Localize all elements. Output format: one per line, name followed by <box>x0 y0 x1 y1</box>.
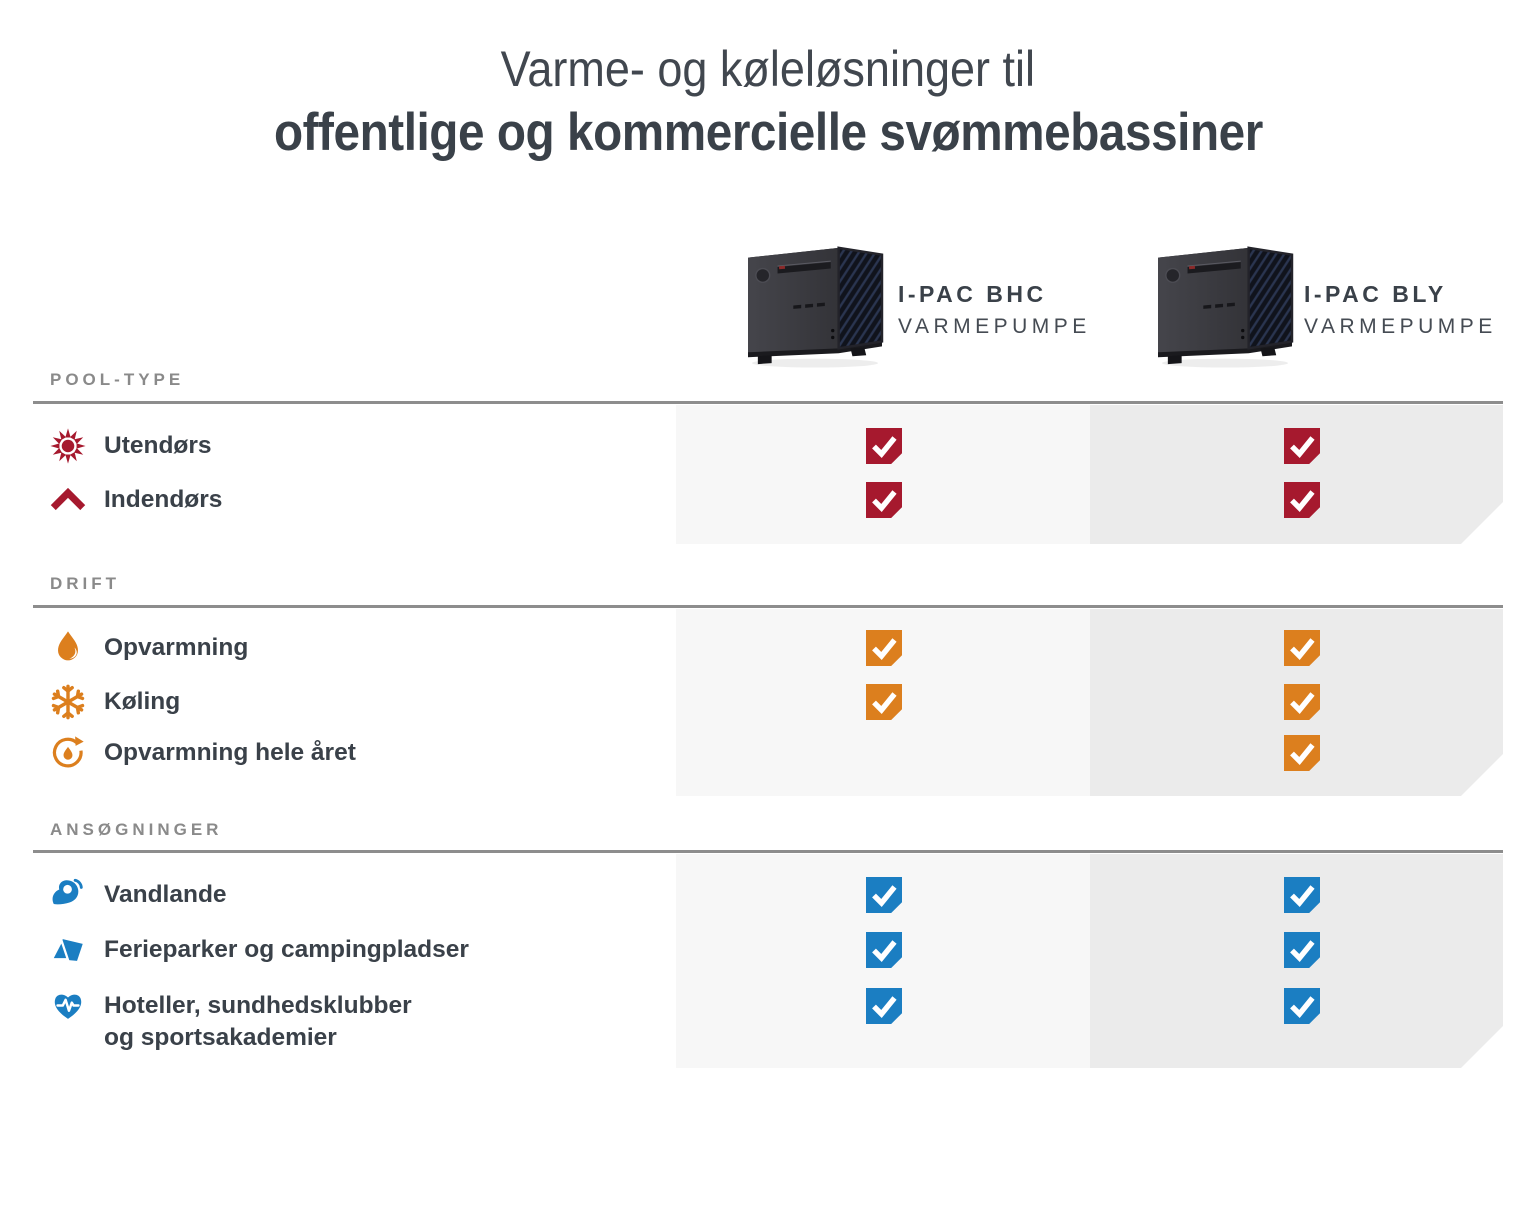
row-opvarmning-hele-aret: Opvarmning hele året <box>49 734 356 772</box>
product-1-type: VARMEPUMPE <box>898 315 1091 338</box>
row-label: Indendørs <box>104 486 223 513</box>
checkbox-checked <box>1284 630 1320 666</box>
checkbox-checked <box>1284 482 1320 518</box>
sun-icon <box>49 427 87 465</box>
checkbox-checked <box>1284 877 1320 913</box>
page-title-line2: offentlige og kommercielle svømmebassine… <box>273 103 1263 162</box>
checkbox-checked <box>866 877 902 913</box>
product-2-type: VARMEPUMPE <box>1304 315 1497 338</box>
snowflake-icon <box>49 683 87 721</box>
row-label: Opvarmning hele året <box>104 739 356 766</box>
page-title: Varme- og køleløsninger til offentlige o… <box>0 40 1536 163</box>
row-label-line2: og sportsakademier <box>104 1024 337 1051</box>
checkbox-checked <box>866 684 902 720</box>
heat-pump-image-ipac-bly <box>1146 236 1304 370</box>
checkbox-checked <box>866 428 902 464</box>
checkbox-checked <box>1284 428 1320 464</box>
row-label: Opvarmning <box>104 634 249 661</box>
section-label-pool-type: POOL-TYPE <box>50 370 185 389</box>
roof-icon <box>49 481 87 519</box>
row-opvarmning: Opvarmning <box>49 629 248 667</box>
row-label: Utendørs <box>104 432 212 459</box>
section-divider <box>33 605 1503 608</box>
row-ferieparker: Ferieparker og campingpladser <box>49 931 469 969</box>
flame-icon <box>49 629 87 667</box>
checkbox-checked <box>1284 735 1320 771</box>
row-label: Køling <box>104 688 181 715</box>
page-title-line1: Varme- og køleløsninger til <box>500 41 1036 97</box>
product-1-label: I-PAC BHC VARMEPUMPE <box>898 281 1091 339</box>
row-indendors: Indendørs <box>49 481 222 519</box>
column-band-ipac-bhc <box>676 405 1090 544</box>
row-label: Ferieparker og campingpladser <box>104 936 469 963</box>
tent-icon <box>49 931 87 969</box>
product-1-name: I-PAC BHC <box>898 281 1047 307</box>
checkbox-checked <box>1284 684 1320 720</box>
checkbox-checked <box>1284 988 1320 1024</box>
row-label-line1: Hoteller, sundhedsklubber <box>104 992 412 1019</box>
checkbox-checked <box>1284 932 1320 968</box>
row-vandlande: Vandlande <box>49 876 227 914</box>
checkbox-checked <box>866 630 902 666</box>
row-label: Vandlande <box>104 881 227 908</box>
column-band-ipac-bly <box>1090 405 1503 544</box>
heart-pulse-icon <box>49 987 87 1025</box>
checkbox-checked <box>866 988 902 1024</box>
row-hoteller: Hoteller, sundhedsklubber og sportsakade… <box>49 987 412 1054</box>
checkbox-checked <box>866 932 902 968</box>
waterslide-icon <box>49 876 87 914</box>
checkbox-checked <box>866 482 902 518</box>
product-2-name: I-PAC BLY <box>1304 281 1447 307</box>
section-label-drift: DRIFT <box>50 574 121 593</box>
row-koling: Køling <box>49 683 180 721</box>
section-divider <box>33 850 1503 853</box>
cycle-flame-icon <box>49 734 87 772</box>
product-2-label: I-PAC BLY VARMEPUMPE <box>1304 281 1497 339</box>
section-divider <box>33 401 1503 404</box>
heat-pump-image-ipac-bhc <box>736 236 894 370</box>
row-label: Hoteller, sundhedsklubber og sportsakade… <box>104 987 412 1054</box>
row-utendors: Utendørs <box>49 427 212 465</box>
section-label-ansogninger: ANSØGNINGER <box>50 820 223 839</box>
